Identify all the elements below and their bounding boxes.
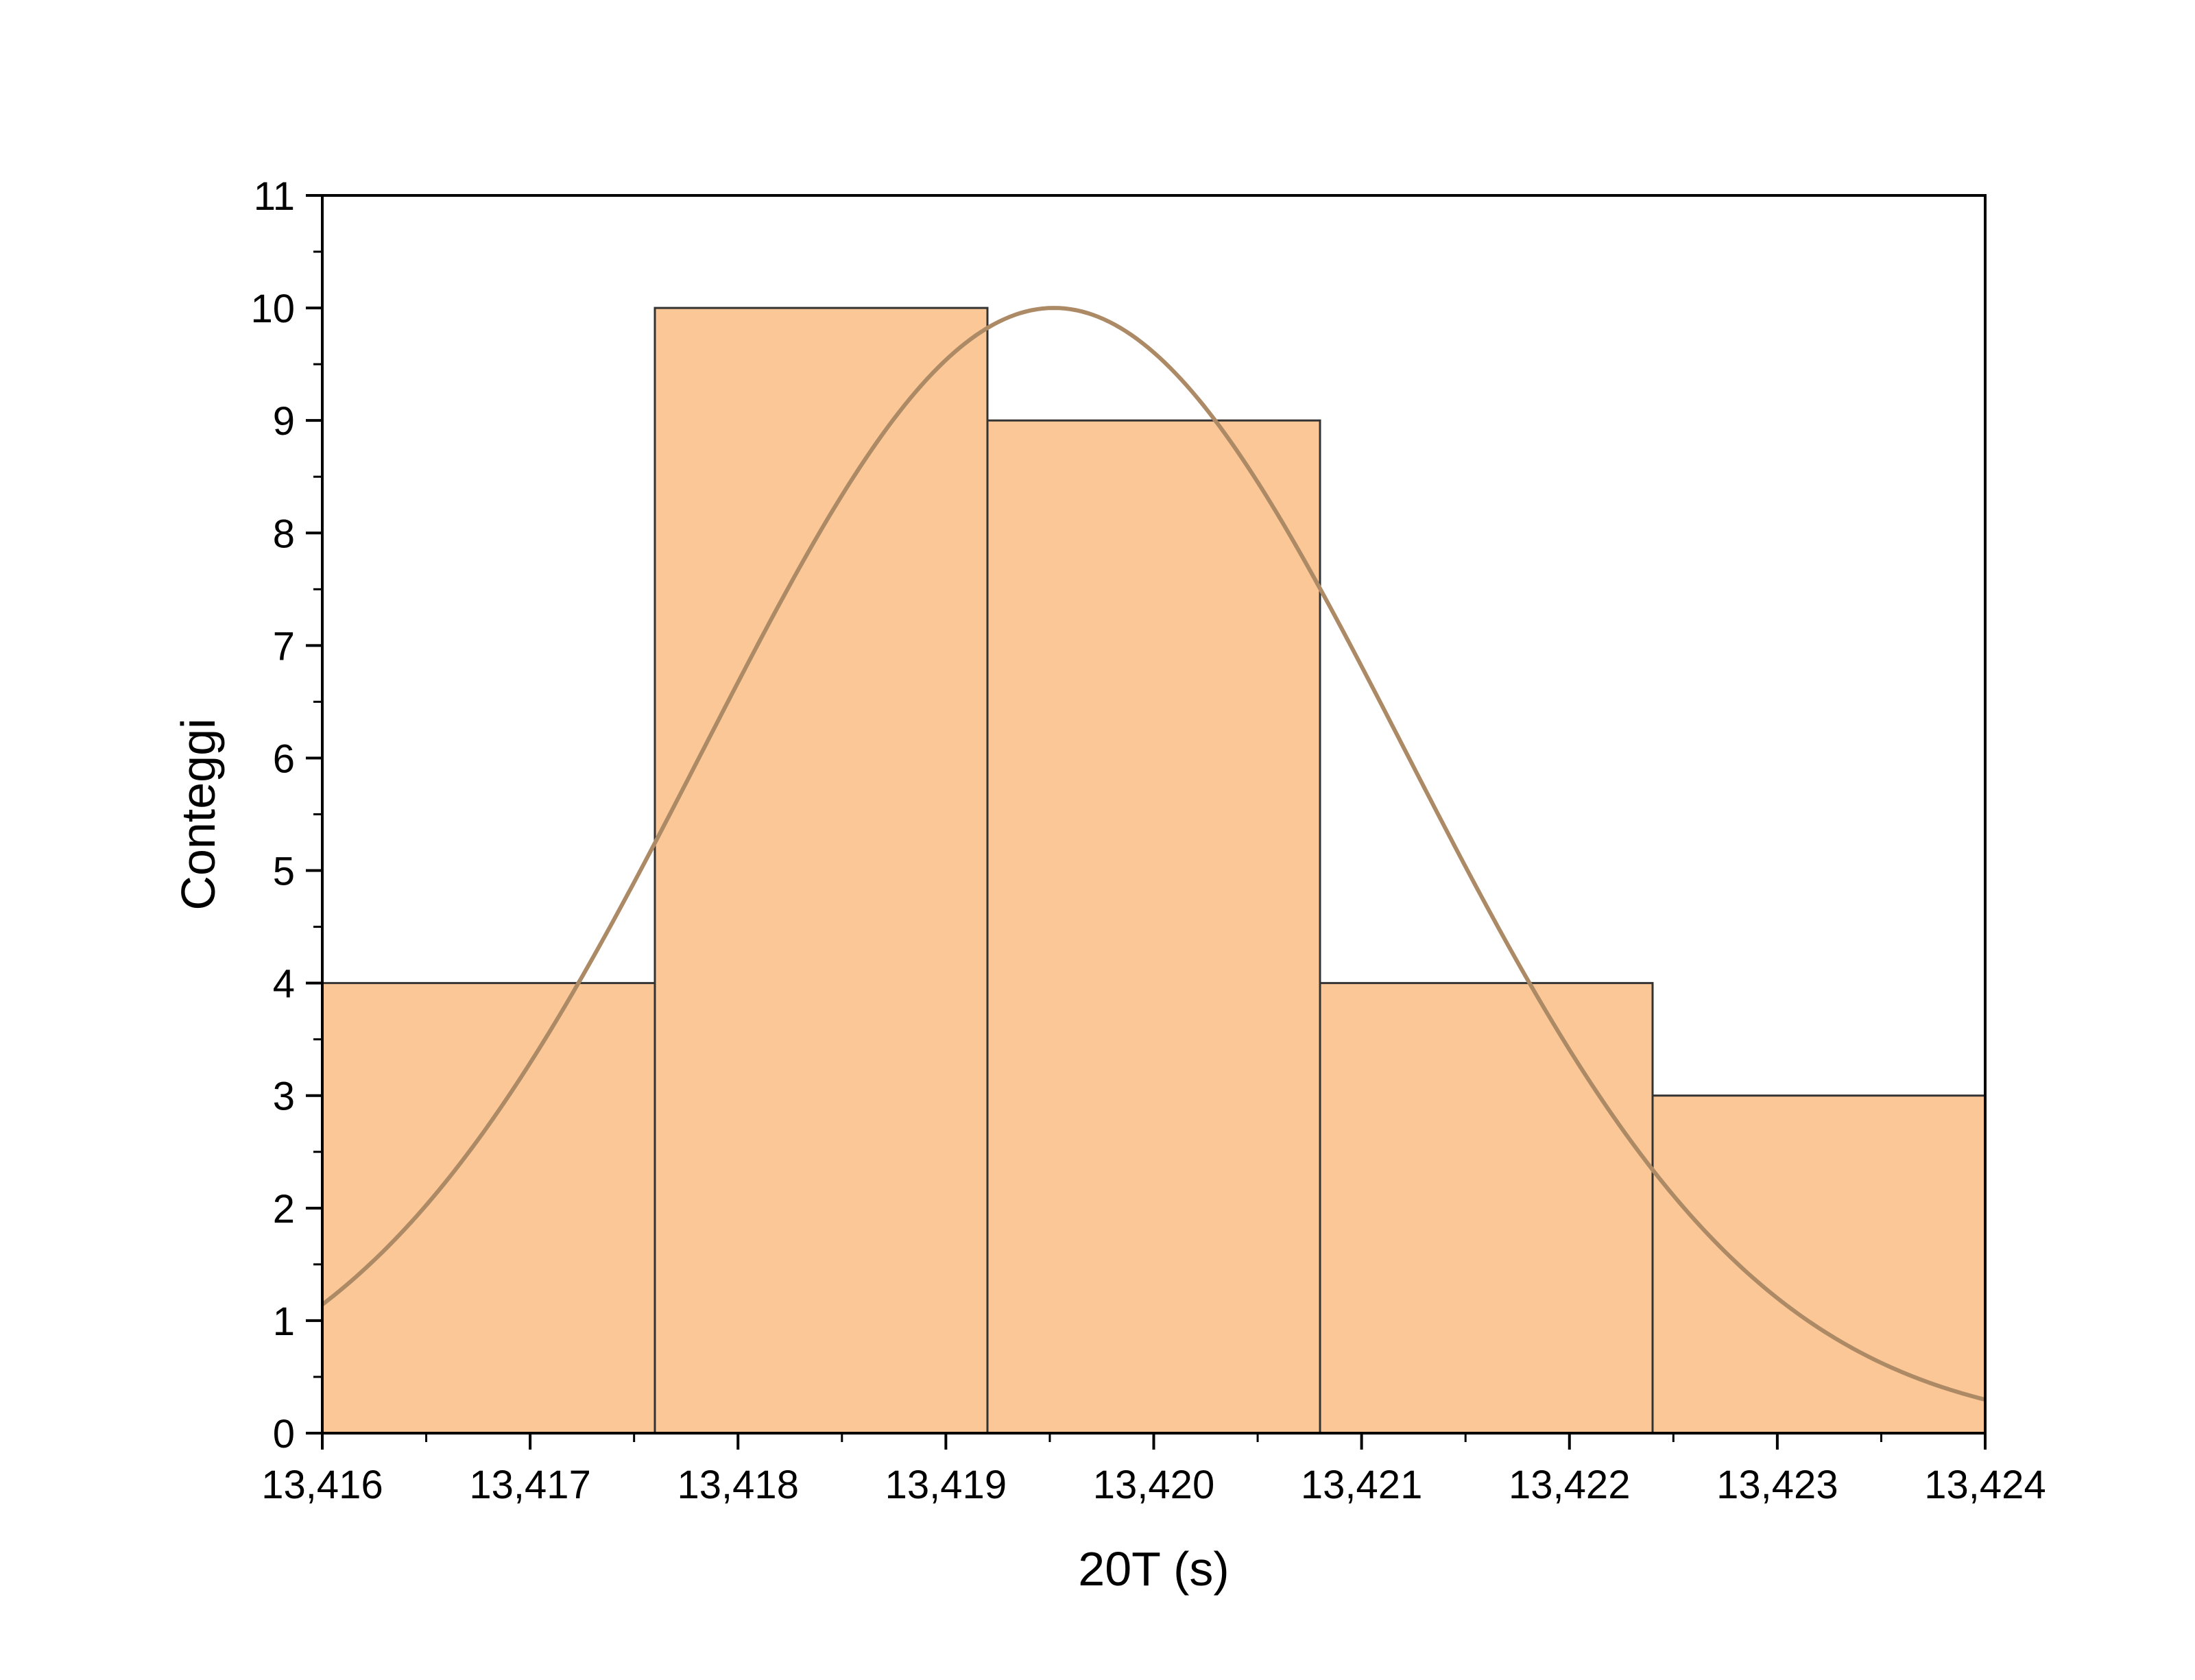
x-tick-label: 13,418 [677,1463,799,1507]
y-tick-label: 1 [273,1299,295,1344]
x-tick-label: 13,423 [1716,1463,1838,1507]
gaussian-fit-curve [321,306,1986,1402]
y-tick-label: 2 [273,1187,295,1232]
x-tick-label: 13,420 [1093,1463,1214,1507]
histogram-bar-5 [1651,1094,1987,1435]
histogram-bar-2 [653,307,989,1435]
x-tick-label: 13,416 [261,1463,383,1507]
histogram-bars [321,307,1987,1435]
x-tick-label: 13,424 [1924,1463,2046,1507]
x-axis-label: 20T (s) [1078,1542,1229,1596]
histogram-bar-4 [1319,982,1654,1435]
y-tick-label: 6 [273,736,295,781]
x-tick-label: 13,422 [1509,1463,1630,1507]
y-tick-label: 8 [273,512,295,556]
y-tick-label: 3 [273,1075,295,1119]
y-tick-label: 5 [273,850,295,894]
histogram-bar-1 [321,982,656,1435]
x-tick-label: 13,419 [885,1463,1007,1507]
x-tick-label: 13,421 [1301,1463,1422,1507]
x-tick-label: 13,417 [469,1463,590,1507]
y-tick-label: 0 [273,1412,295,1456]
y-tick-label: 7 [273,624,295,669]
y-axis-ticks: 0 1 2 3 4 5 6 7 8 9 10 11 [250,174,322,1456]
y-tick-label: 11 [254,174,295,219]
y-tick-label: 9 [273,399,295,444]
y-tick-label: 10 [250,287,295,331]
y-tick-label: 4 [273,962,295,1007]
x-axis-ticks: 13,416 13,417 13,418 13,419 13,420 13,421 13,4… [261,1433,2046,1507]
y-axis-label: Conteggi [171,718,225,910]
histogram-bar-3 [986,419,1321,1435]
